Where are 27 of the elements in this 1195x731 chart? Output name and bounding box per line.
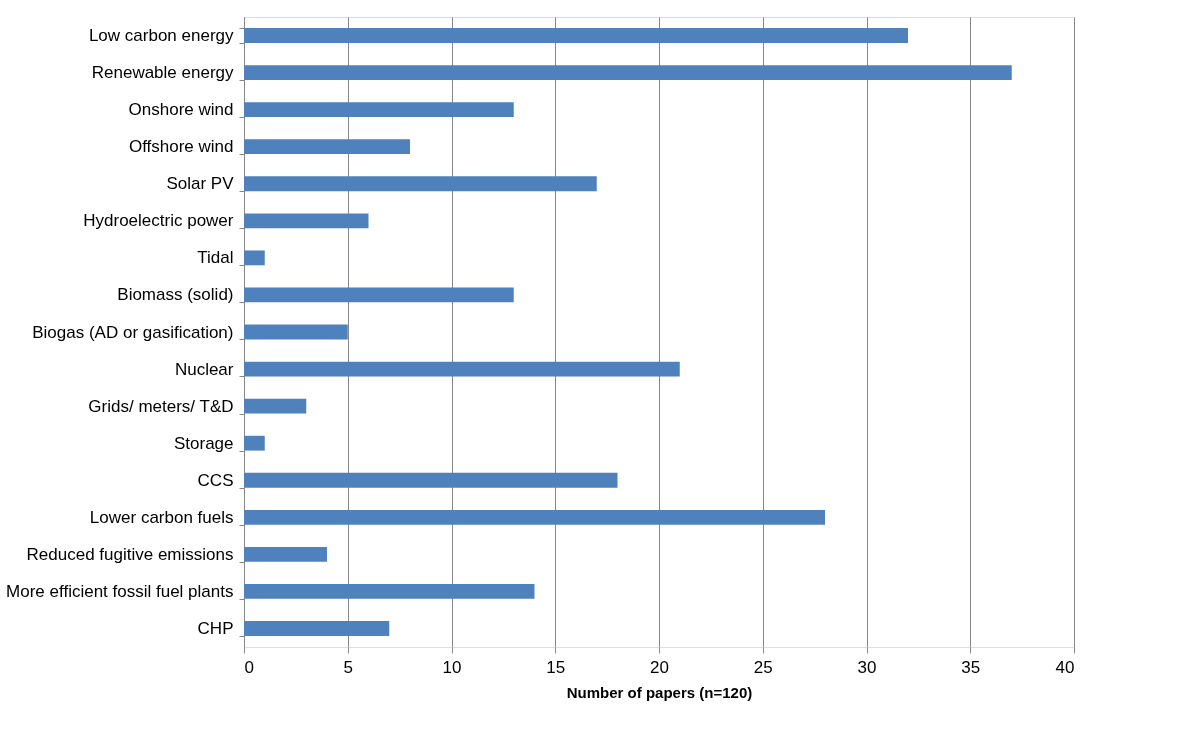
x-tick-label: 35 xyxy=(961,657,981,677)
x-tick-label: 30 xyxy=(857,657,877,677)
y-tick-label: Tidal xyxy=(197,248,234,268)
y-tick-label: CHP xyxy=(197,618,234,638)
y-tick-label: Renewable energy xyxy=(91,63,234,83)
y-tick-label: CCS xyxy=(197,470,234,490)
y-tick-label: Offshore wind xyxy=(128,137,234,157)
y-tick-label: Storage xyxy=(173,433,234,453)
y-tick-label: Biogas (AD or gasification) xyxy=(32,322,234,342)
y-tick-label: Hydroelectric power xyxy=(83,211,234,231)
y-tick-label: More efficient fossil fuel plants xyxy=(6,581,234,601)
y-tick-label: Solar PV xyxy=(166,174,235,194)
y-tick-label: Nuclear xyxy=(174,359,234,379)
x-axis-title: Number of papers (n=120) xyxy=(566,683,753,701)
y-tick-label: Low carbon energy xyxy=(88,26,234,46)
x-tick-label: 5 xyxy=(343,657,353,677)
y-tick-label: Reduced fugitive emissions xyxy=(26,544,234,564)
x-tick-label: 25 xyxy=(753,657,773,677)
y-tick-label: Lower carbon fuels xyxy=(89,507,234,527)
y-tick-label: Onshore wind xyxy=(128,100,234,120)
y-tick-label: Biomass (solid) xyxy=(117,285,234,305)
x-tick-label: 15 xyxy=(546,657,566,677)
x-tick-label: 0 xyxy=(244,657,254,677)
y-tick-label: Grids/ meters/ T&D xyxy=(88,396,234,416)
x-tick-label: 40 xyxy=(1055,657,1075,677)
x-tick-label: 10 xyxy=(442,657,462,677)
x-tick-label: 20 xyxy=(650,657,669,677)
